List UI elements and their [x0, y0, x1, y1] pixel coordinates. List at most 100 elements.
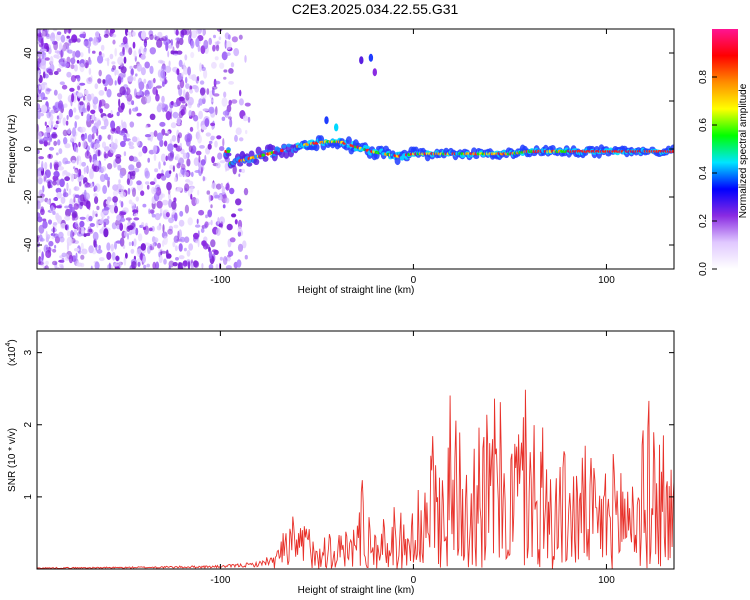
noise-speckle — [102, 210, 109, 214]
noise-speckle — [151, 186, 156, 195]
noise-speckle — [77, 260, 80, 265]
noise-speckle — [108, 262, 111, 269]
noise-speckle — [217, 152, 223, 160]
noise-speckle — [38, 29, 42, 34]
noise-speckle — [72, 232, 75, 237]
noise-speckle — [64, 215, 71, 221]
noise-speckle — [197, 189, 200, 196]
noise-speckle — [97, 149, 101, 157]
colorbar-tick-label: 0.8 — [698, 70, 709, 84]
noise-speckle — [128, 199, 133, 205]
noise-speckle — [69, 87, 75, 92]
noise-speckle — [48, 120, 54, 126]
noise-speckle — [188, 243, 194, 251]
spectrogram-y-tick-label: 20 — [23, 95, 34, 107]
noise-speckle — [156, 225, 162, 231]
noise-speckle — [46, 199, 51, 205]
noise-speckle — [160, 153, 166, 163]
noise-speckle — [66, 183, 69, 190]
noise-speckle — [197, 238, 200, 248]
noise-speckle — [127, 31, 131, 36]
noise-speckle — [48, 219, 52, 225]
noise-speckle — [110, 127, 116, 134]
noise-speckle — [175, 37, 181, 41]
noise-speckle — [221, 51, 228, 61]
noise-speckle — [94, 143, 101, 149]
colorbar-ramp — [712, 29, 738, 269]
noise-speckle — [94, 196, 99, 205]
noise-speckle — [70, 134, 77, 142]
noise-speckle — [70, 75, 77, 83]
colorbar-tick-label: 0.0 — [698, 262, 709, 276]
noise-speckle — [181, 72, 184, 77]
noise-speckle — [59, 42, 63, 51]
noise-speckle — [64, 205, 70, 209]
noise-speckle — [48, 246, 52, 252]
noise-speckle — [202, 29, 206, 37]
noise-speckle — [217, 217, 220, 225]
spectrogram-axes: -100 0 100 -40 -20 0 20 40 — [23, 29, 674, 286]
noise-speckle — [165, 249, 169, 259]
noise-speckle — [62, 157, 69, 165]
noise-speckle — [77, 176, 83, 183]
noise-speckle — [167, 143, 174, 152]
noise-speckle — [178, 110, 184, 119]
noise-speckle — [177, 230, 180, 240]
noise-speckle — [52, 180, 57, 186]
noise-speckle — [175, 153, 180, 161]
ridge-halo — [473, 154, 480, 160]
noise-speckle — [78, 226, 82, 235]
ridge-halo — [313, 143, 320, 152]
snr-frame — [36, 330, 675, 570]
ridge-halo — [278, 149, 285, 159]
noise-speckle — [169, 164, 174, 170]
noise-speckle — [66, 71, 72, 78]
colorbar-ticks: 0.0 0.2 0.4 0.6 0.8 — [698, 70, 717, 276]
noise-speckle — [227, 258, 231, 262]
noise-speckle — [135, 196, 139, 202]
noise-speckle — [74, 169, 78, 179]
noise-speckle — [222, 110, 228, 116]
noise-speckle — [48, 240, 54, 247]
noise-speckle — [170, 122, 177, 129]
noise-speckle — [244, 55, 247, 63]
noise-speckle — [52, 226, 55, 234]
noise-speckle — [170, 101, 174, 106]
noise-speckle — [68, 254, 74, 264]
noise-speckle — [225, 265, 232, 269]
noise-speckle — [210, 239, 216, 248]
noise-speckle — [97, 78, 102, 84]
noise-speckle — [79, 33, 86, 38]
noise-speckle — [159, 60, 166, 64]
spectrogram-x-tick-label: 100 — [598, 275, 615, 286]
svg-text:(x104): (x104) — [5, 339, 18, 366]
noise-speckle — [55, 212, 60, 221]
noise-speckle — [142, 255, 147, 263]
noise-speckle — [87, 134, 93, 143]
noise-speckle — [38, 156, 44, 160]
noise-speckles — [37, 29, 251, 269]
noise-speckle — [132, 136, 138, 143]
noise-speckle — [39, 140, 44, 145]
noise-speckle — [136, 161, 142, 169]
snr-y-tick-label: 2 — [23, 422, 34, 428]
noise-speckle — [177, 262, 184, 269]
ridge-core — [671, 150, 674, 153]
noise-speckle — [158, 251, 161, 258]
noise-speckle — [156, 132, 163, 141]
noise-speckle — [87, 93, 92, 102]
colorbar-tick-label: 0.4 — [698, 166, 709, 180]
noise-speckle — [63, 188, 67, 198]
noise-speckle — [175, 29, 179, 36]
noise-speckle — [95, 213, 98, 218]
noise-speckle — [119, 222, 124, 231]
noise-speckle — [208, 250, 213, 260]
noise-speckle — [127, 75, 134, 82]
noise-speckle — [128, 141, 134, 147]
noise-speckle — [178, 255, 185, 260]
noise-speckle — [177, 157, 185, 165]
noise-speckle — [65, 120, 69, 126]
noise-speckle — [141, 30, 147, 40]
noise-speckle — [201, 166, 203, 174]
